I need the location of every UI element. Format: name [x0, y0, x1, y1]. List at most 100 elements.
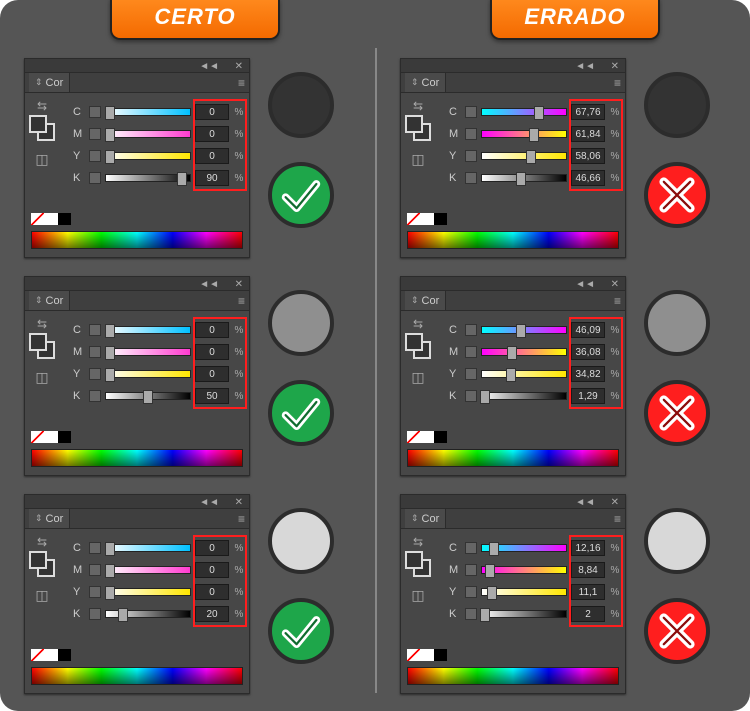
slider-handle[interactable] [516, 172, 526, 186]
swap-icon[interactable]: ⇆ [29, 99, 55, 113]
panel-menu-icon[interactable]: ≡ [614, 76, 621, 90]
slider-handle[interactable] [143, 390, 153, 404]
close-icon[interactable]: ✕ [611, 279, 619, 290]
slider-handle[interactable] [105, 128, 115, 142]
cube-icon[interactable]: ◫ [405, 151, 431, 168]
slider-track[interactable] [105, 348, 191, 356]
slider-track[interactable] [105, 544, 191, 552]
close-icon[interactable]: ✕ [235, 279, 243, 290]
panel-tab-cor[interactable]: ⇕Cor [29, 73, 70, 92]
channel-value[interactable]: 2 [571, 606, 605, 622]
close-icon[interactable]: ✕ [235, 61, 243, 72]
slider-track[interactable] [481, 152, 567, 160]
channel-value[interactable]: 0 [195, 322, 229, 338]
channel-value[interactable]: 0 [195, 126, 229, 142]
fill-stroke-swatch[interactable] [29, 551, 55, 577]
channel-value[interactable]: 34,82 [571, 366, 605, 382]
channel-value[interactable]: 0 [195, 344, 229, 360]
channel-value[interactable]: 90 [195, 170, 229, 186]
panel-tab-cor[interactable]: ⇕Cor [405, 509, 446, 528]
slider-track[interactable] [481, 130, 567, 138]
slider-track[interactable] [105, 152, 191, 160]
channel-value[interactable]: 11,1 [571, 584, 605, 600]
panel-menu-icon[interactable]: ≡ [238, 512, 245, 526]
fill-stroke-swatch[interactable] [29, 333, 55, 359]
channel-value[interactable]: 0 [195, 584, 229, 600]
channel-value[interactable]: 12,16 [571, 540, 605, 556]
panel-menu-icon[interactable]: ≡ [614, 294, 621, 308]
slider-handle[interactable] [480, 390, 490, 404]
slider-handle[interactable] [177, 172, 187, 186]
cube-icon[interactable]: ◫ [29, 151, 55, 168]
channel-value[interactable]: 0 [195, 540, 229, 556]
spectrum-bar[interactable] [407, 231, 619, 249]
slider-track[interactable] [105, 174, 191, 182]
slider-handle[interactable] [105, 324, 115, 338]
slider-handle[interactable] [506, 368, 516, 382]
slider-track[interactable] [481, 544, 567, 552]
slider-handle[interactable] [105, 586, 115, 600]
channel-value[interactable]: 0 [195, 104, 229, 120]
slider-track[interactable] [481, 566, 567, 574]
panel-tab-cor[interactable]: ⇕Cor [29, 509, 70, 528]
slider-track[interactable] [105, 392, 191, 400]
cube-icon[interactable]: ◫ [29, 369, 55, 386]
slider-handle[interactable] [105, 564, 115, 578]
cube-icon[interactable]: ◫ [405, 369, 431, 386]
channel-value[interactable]: 0 [195, 562, 229, 578]
slider-track[interactable] [481, 392, 567, 400]
swap-icon[interactable]: ⇆ [405, 535, 431, 549]
slider-track[interactable] [481, 326, 567, 334]
collapse-icon[interactable]: ◄◄ [199, 61, 219, 72]
slider-track[interactable] [481, 174, 567, 182]
slider-handle[interactable] [529, 128, 539, 142]
channel-value[interactable]: 46,09 [571, 322, 605, 338]
slider-handle[interactable] [534, 106, 544, 120]
slider-handle[interactable] [105, 346, 115, 360]
swap-icon[interactable]: ⇆ [405, 99, 431, 113]
swap-icon[interactable]: ⇆ [29, 535, 55, 549]
spectrum-bar[interactable] [31, 231, 243, 249]
slider-track[interactable] [105, 326, 191, 334]
slider-handle[interactable] [526, 150, 536, 164]
swap-icon[interactable]: ⇆ [405, 317, 431, 331]
panel-menu-icon[interactable]: ≡ [238, 76, 245, 90]
panel-tab-cor[interactable]: ⇕Cor [405, 291, 446, 310]
slider-handle[interactable] [507, 346, 517, 360]
channel-value[interactable]: 46,66 [571, 170, 605, 186]
close-icon[interactable]: ✕ [235, 497, 243, 508]
slider-handle[interactable] [105, 150, 115, 164]
slider-handle[interactable] [105, 106, 115, 120]
collapse-icon[interactable]: ◄◄ [199, 497, 219, 508]
spectrum-bar[interactable] [31, 667, 243, 685]
channel-value[interactable]: 0 [195, 366, 229, 382]
fill-stroke-swatch[interactable] [405, 115, 431, 141]
spectrum-bar[interactable] [31, 449, 243, 467]
slider-track[interactable] [481, 588, 567, 596]
panel-menu-icon[interactable]: ≡ [238, 294, 245, 308]
slider-handle[interactable] [489, 542, 499, 556]
slider-handle[interactable] [105, 542, 115, 556]
spectrum-bar[interactable] [407, 449, 619, 467]
channel-value[interactable]: 67,76 [571, 104, 605, 120]
slider-track[interactable] [105, 566, 191, 574]
slider-track[interactable] [105, 588, 191, 596]
collapse-icon[interactable]: ◄◄ [575, 61, 595, 72]
slider-track[interactable] [105, 108, 191, 116]
slider-handle[interactable] [485, 564, 495, 578]
channel-value[interactable]: 58,06 [571, 148, 605, 164]
fill-stroke-swatch[interactable] [405, 333, 431, 359]
slider-handle[interactable] [487, 586, 497, 600]
close-icon[interactable]: ✕ [611, 497, 619, 508]
slider-handle[interactable] [118, 608, 128, 622]
cube-icon[interactable]: ◫ [405, 587, 431, 604]
channel-value[interactable]: 8,84 [571, 562, 605, 578]
spectrum-bar[interactable] [407, 667, 619, 685]
slider-track[interactable] [481, 348, 567, 356]
collapse-icon[interactable]: ◄◄ [575, 279, 595, 290]
slider-track[interactable] [105, 130, 191, 138]
panel-menu-icon[interactable]: ≡ [614, 512, 621, 526]
collapse-icon[interactable]: ◄◄ [199, 279, 219, 290]
slider-track[interactable] [481, 108, 567, 116]
slider-track[interactable] [481, 610, 567, 618]
